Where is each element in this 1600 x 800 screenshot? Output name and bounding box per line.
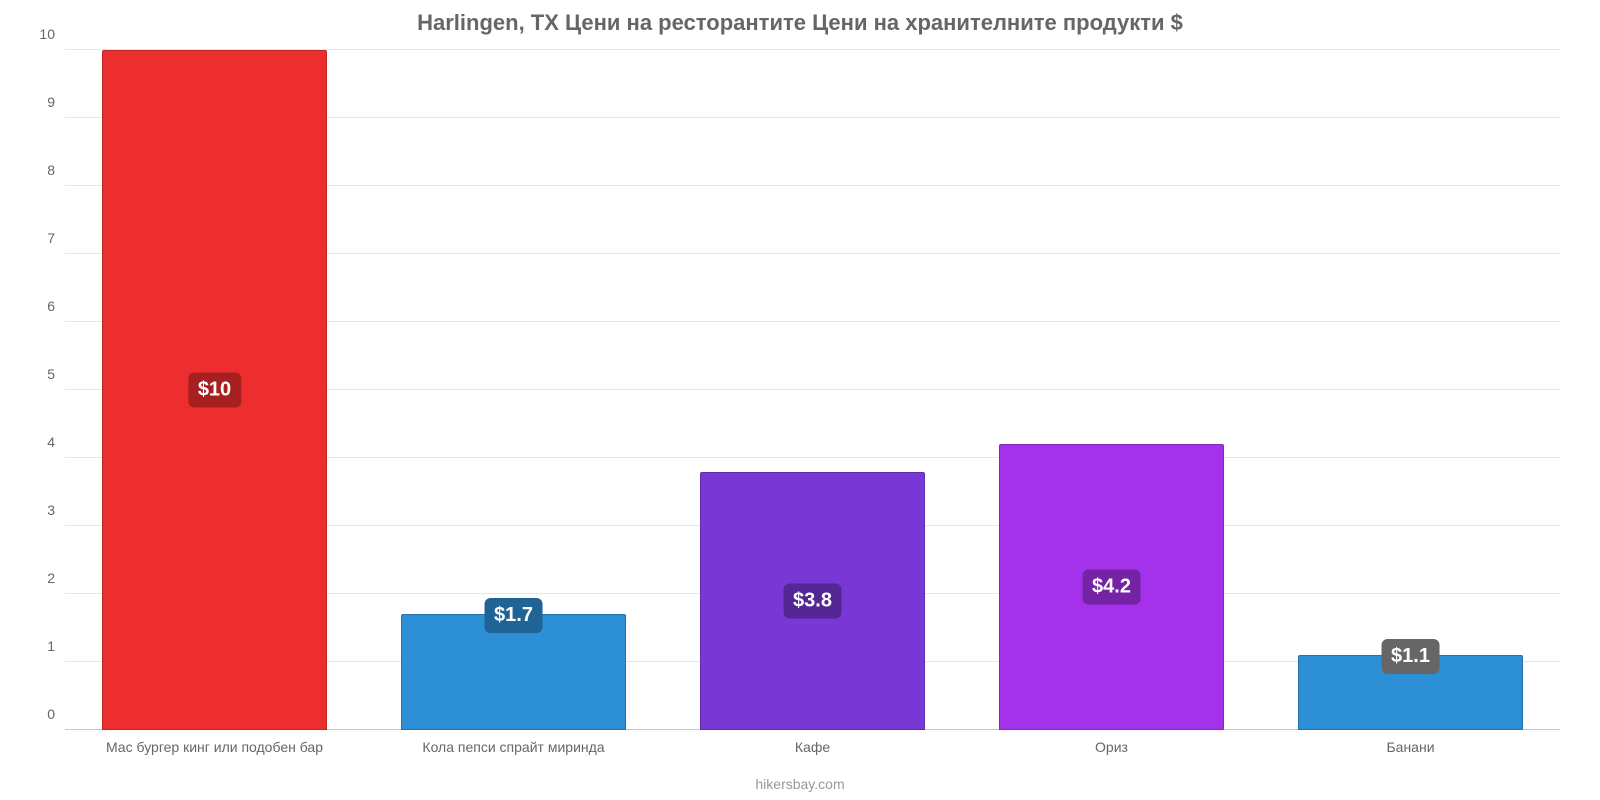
y-tick-label: 1 — [47, 638, 55, 654]
value-badge: $3.8 — [783, 583, 842, 618]
y-tick-label: 10 — [39, 26, 55, 42]
bar: Ориз$4.2 — [999, 444, 1223, 730]
value-badge: $10 — [188, 373, 241, 408]
category-label: Кола пепси спрайт миринда — [422, 739, 604, 755]
y-tick-label: 7 — [47, 230, 55, 246]
attribution: hikersbay.com — [755, 776, 844, 792]
value-badge: $1.1 — [1381, 639, 1440, 674]
value-badge: $4.2 — [1082, 570, 1141, 605]
y-tick-label: 3 — [47, 502, 55, 518]
value-badge: $1.7 — [484, 598, 543, 633]
y-tick-label: 5 — [47, 366, 55, 382]
category-label: Ориз — [1095, 739, 1128, 755]
y-tick-label: 8 — [47, 162, 55, 178]
y-tick-label: 4 — [47, 434, 55, 450]
plot-area: 012345678910Мас бургер кинг или подобен … — [65, 50, 1560, 730]
y-tick-label: 6 — [47, 298, 55, 314]
chart-container: Harlingen, TX Цени на ресторантите Цени … — [0, 0, 1600, 800]
y-tick-label: 9 — [47, 94, 55, 110]
category-label: Банани — [1386, 739, 1434, 755]
chart-title: Harlingen, TX Цени на ресторантите Цени … — [0, 0, 1600, 36]
bar: Банани$1.1 — [1298, 655, 1522, 730]
bar: Мас бургер кинг или подобен бар$10 — [102, 50, 326, 730]
y-tick-label: 2 — [47, 570, 55, 586]
bar: Кола пепси спрайт миринда$1.7 — [401, 614, 625, 730]
y-tick-label: 0 — [47, 706, 55, 722]
category-label: Мас бургер кинг или подобен бар — [106, 739, 323, 755]
bar: Кафе$3.8 — [700, 472, 924, 730]
category-label: Кафе — [795, 739, 830, 755]
